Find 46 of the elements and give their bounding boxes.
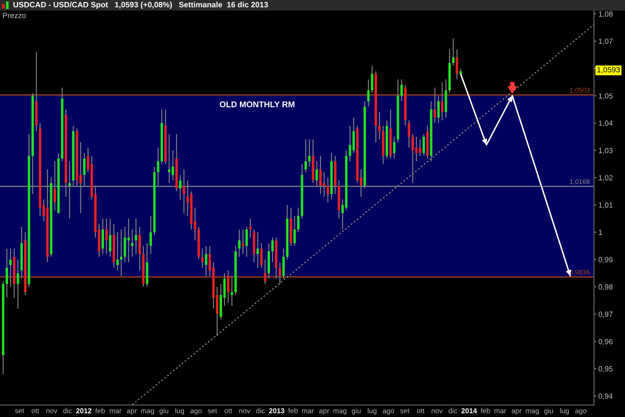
candlestick [297,207,300,233]
candlestick [452,38,454,66]
candlestick [201,248,204,268]
candlestick [238,229,240,258]
candlestick [418,138,422,156]
candlestick [367,78,370,108]
candlestick [9,248,12,288]
candlestick [352,117,355,154]
candlestick [146,242,148,288]
candlestick [120,229,122,276]
candlestick [400,78,403,102]
candlestick [278,262,282,285]
candlestick [264,259,266,285]
candlestick [444,78,448,118]
candlestick [393,136,396,160]
candlestick [411,133,414,184]
candlestick [293,215,296,246]
candlestick [230,275,234,306]
candlestick [434,87,436,124]
candlestick [260,242,263,268]
candlestick [422,133,425,156]
candlestick [242,229,244,255]
candlestick [16,259,20,310]
candlestick [440,82,444,121]
candlestick [108,218,112,258]
candlestick [172,150,174,181]
candlestick [249,218,252,238]
candlestick [308,138,311,168]
candlestick [245,226,248,258]
candlestick [150,215,152,255]
candlestick [168,133,170,184]
candlestick [256,232,259,268]
candlestick [268,242,270,280]
candlestick [304,138,307,173]
candlestick [138,226,141,271]
band-label: OLD MONTHLY RM [220,101,294,108]
candlestick [127,218,130,263]
candlestick [131,229,134,258]
candlestick [204,245,208,276]
candlestick [370,65,374,94]
candlestick [124,226,126,263]
candlestick [227,270,230,304]
candlestick [102,218,104,255]
candlestick [6,248,8,298]
candlestick [415,136,418,162]
candlestick [282,248,285,280]
